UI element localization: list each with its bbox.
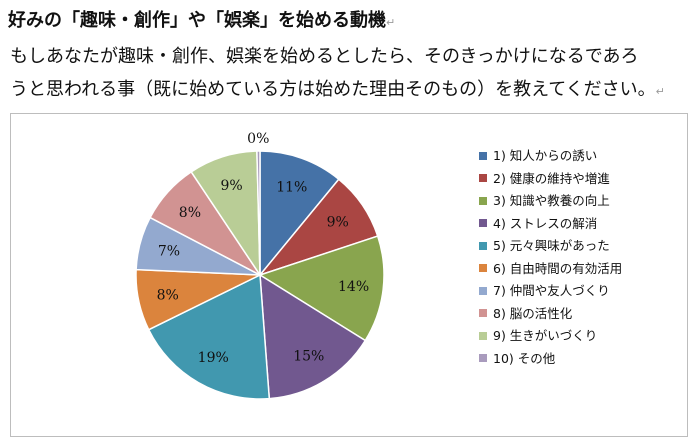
- question-line-1: もしあなたが趣味・創作、娯楽を始めるとしたら、そのきっかけになるであろ: [10, 46, 639, 67]
- chart-frame: [10, 113, 688, 437]
- legend-swatch: [479, 151, 487, 160]
- legend-item: 7) 仲間や友人づくり: [479, 282, 622, 305]
- slice-percent-label: 19%: [198, 350, 229, 366]
- question-line-2-text: うと思われる事（既に始めている方は始めた理由そのもの）を教えてください。: [10, 79, 656, 100]
- legend-label: 9) 生きがいづくり: [493, 328, 598, 343]
- paragraph-mark: ↵: [655, 85, 665, 98]
- slice-percent-label: 15%: [293, 349, 324, 365]
- legend-label: 4) ストレスの解消: [493, 215, 598, 231]
- slice-percent-label: 9%: [220, 178, 242, 194]
- slice-percent-label: 14%: [338, 279, 369, 295]
- pie-slice: [259, 150, 340, 278]
- paragraph-mark: ↵: [386, 16, 396, 29]
- legend-label: 2) 健康の維持や増進: [493, 170, 610, 186]
- legend-item: 9) 生きがいづくり: [479, 327, 622, 350]
- legend-swatch: [479, 196, 487, 205]
- slice-percent-label: 7%: [158, 244, 180, 260]
- legend-item: 10) その他: [479, 350, 622, 373]
- page-heading: 好みの「趣味・創作」や「娯楽」を始める動機↵: [8, 6, 395, 32]
- heading-text: 好みの「趣味・創作」や「娯楽」を始める動機: [8, 10, 386, 31]
- legend-item: 5) 元々興味があった: [479, 237, 622, 260]
- legend-swatch: [479, 286, 487, 295]
- legend-label: 8) 脳の活性化: [493, 305, 573, 321]
- legend-label: 5) 元々興味があった: [493, 238, 610, 253]
- pie-slice: [256, 150, 261, 276]
- slice-percent-label: 11%: [276, 179, 307, 195]
- legend-item: 1) 知人からの誘い: [479, 147, 622, 170]
- legend-item: 3) 知識や教養の向上: [479, 192, 622, 215]
- legend-swatch: [479, 219, 487, 227]
- legend-swatch: [479, 241, 487, 250]
- slice-percent-label: 0%: [247, 131, 269, 147]
- legend-item: 8) 脳の活性化: [479, 305, 622, 328]
- legend-label: 6) 自由時間の有効活用: [493, 260, 623, 276]
- legend-item: 6) 自由時間の有効活用: [479, 260, 622, 283]
- legend-swatch: [479, 331, 487, 340]
- legend-item: 2) 健康の維持や増進: [479, 170, 622, 193]
- pie-slice: [259, 273, 367, 400]
- pie-slice: [258, 235, 385, 342]
- slice-percent-label: 9%: [327, 215, 349, 231]
- legend-swatch: [479, 354, 487, 362]
- pie-slice: [147, 273, 271, 400]
- question-text: もしあなたが趣味・創作、娯楽を始めるとしたら、そのきっかけになるであろ うと思わ…: [10, 40, 690, 108]
- slice-percent-label: 8%: [179, 205, 201, 221]
- slice-percent-label: 8%: [157, 287, 179, 303]
- legend-label: 10) その他: [493, 350, 556, 366]
- question-line-2: うと思われる事（既に始めている方は始めた理由そのもの）を教えてください。↵: [10, 73, 690, 108]
- legend-label: 7) 仲間や友人づくり: [493, 283, 610, 298]
- chart-legend: 1) 知人からの誘い 2) 健康の維持や増進 3) 知識や教養の向上 4) ストレスの…: [479, 147, 622, 372]
- legend-label: 3) 知識や教養の向上: [493, 193, 610, 208]
- legend-label: 1) 知人からの誘い: [493, 148, 598, 163]
- legend-swatch: [479, 309, 487, 317]
- legend-swatch: [479, 264, 487, 272]
- legend-item: 4) ストレスの解消: [479, 215, 622, 238]
- legend-swatch: [479, 174, 487, 182]
